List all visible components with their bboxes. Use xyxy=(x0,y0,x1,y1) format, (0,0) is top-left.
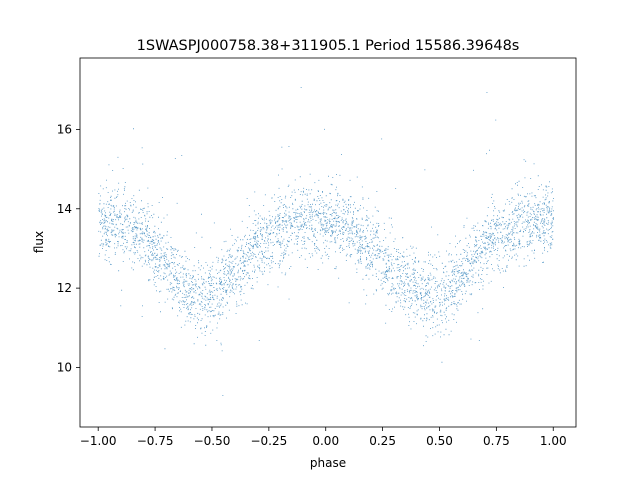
x-tick-label: 0.00 xyxy=(312,434,339,448)
x-tick-label: 0.50 xyxy=(426,434,453,448)
y-tick-label: 12 xyxy=(57,281,72,295)
chart-title: 1SWASPJ000758.38+311905.1 Period 15586.3… xyxy=(137,38,520,54)
x-tick-label: −0.50 xyxy=(194,434,231,448)
plot-area-frame xyxy=(79,57,577,428)
x-tick-label: −1.00 xyxy=(80,434,117,448)
y-tick-label: 10 xyxy=(57,360,72,374)
y-axis-ticks: 10 12 14 16 xyxy=(57,122,80,374)
y-tick-label: 14 xyxy=(57,202,72,216)
x-tick-label: −0.75 xyxy=(137,434,174,448)
x-tick-label: 1.00 xyxy=(540,434,567,448)
y-tick-label: 16 xyxy=(57,122,72,136)
x-axis-ticks: −1.00 −0.75 −0.50 −0.25 0.00 0.25 0.50 0.75 1.00 xyxy=(80,427,567,448)
x-axis-label: phase xyxy=(310,456,346,470)
x-tick-label: −0.25 xyxy=(250,434,287,448)
y-axis-label: flux xyxy=(32,231,46,253)
x-tick-label: 0.25 xyxy=(369,434,396,448)
x-tick-label: 0.75 xyxy=(483,434,510,448)
